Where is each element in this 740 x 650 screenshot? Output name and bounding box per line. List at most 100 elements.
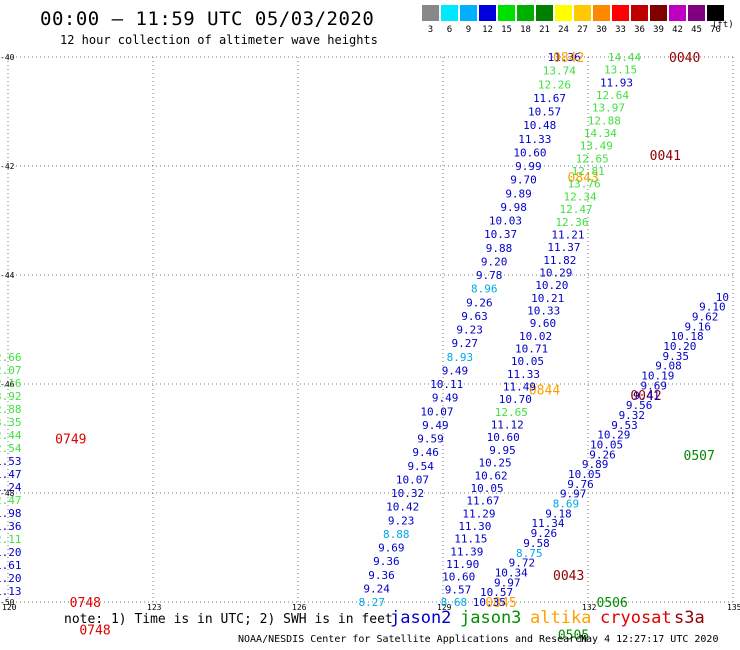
y-tick-label: -46 bbox=[0, 380, 15, 389]
scale-label: 42 bbox=[672, 25, 683, 35]
swh-value: 11.61 bbox=[0, 559, 22, 572]
swh-value: 9.49 bbox=[422, 419, 449, 432]
swh-value: 13.97 bbox=[592, 102, 625, 115]
swh-value: 10.29 bbox=[539, 266, 572, 279]
swh-value: 9.08 bbox=[655, 360, 682, 373]
swh-value: 9.46 bbox=[412, 446, 439, 459]
swh-value: 11.34 bbox=[531, 517, 564, 530]
swh-value: 12.88 bbox=[588, 114, 621, 127]
y-tick-label: -42 bbox=[0, 162, 15, 171]
swh-value: 11.90 bbox=[446, 558, 479, 571]
swh-value: 14.34 bbox=[584, 127, 617, 140]
scale-swatch bbox=[707, 5, 724, 21]
scale-label: 33 bbox=[615, 25, 626, 35]
swh-value: 12.36 bbox=[555, 216, 588, 229]
swh-value: 9.98 bbox=[500, 201, 527, 214]
swh-value: 9.53 bbox=[611, 419, 638, 432]
swh-value: 9.63 bbox=[461, 310, 488, 323]
swh-value: 9.62 bbox=[692, 310, 719, 323]
swh-value: 12.26 bbox=[538, 78, 571, 91]
swh-value: 10.60 bbox=[513, 146, 546, 159]
swh-value: 10.05 bbox=[568, 468, 601, 481]
swh-value: 10.33 bbox=[527, 304, 560, 317]
legend-cryosat: cryosat bbox=[600, 608, 672, 628]
time-label: 0748 bbox=[70, 596, 101, 611]
scale-swatch bbox=[460, 5, 477, 21]
time-label: 0042 bbox=[630, 389, 661, 404]
scale-swatch bbox=[574, 5, 591, 21]
swh-value: 10.07 bbox=[420, 405, 453, 418]
scale-swatch bbox=[650, 5, 667, 21]
swh-value: 9.23 bbox=[456, 324, 483, 337]
swh-value: 11.21 bbox=[551, 228, 584, 241]
swh-value: 9.89 bbox=[505, 187, 532, 200]
swh-value: 10.42 bbox=[386, 501, 419, 514]
legend-jason2: jason2 bbox=[390, 608, 452, 628]
swh-value: 13.49 bbox=[580, 140, 613, 153]
swh-value: 10.05 bbox=[511, 355, 544, 368]
scale-swatch bbox=[593, 5, 610, 21]
scale-label: 70 bbox=[710, 25, 721, 35]
scale-label: 21 bbox=[539, 25, 550, 35]
scale-label: 30 bbox=[596, 25, 607, 35]
swh-value: 10.57 bbox=[480, 586, 513, 599]
swh-value: 10.07 bbox=[396, 473, 429, 486]
time-label: 0506 bbox=[597, 596, 628, 611]
swh-value: 10.21 bbox=[531, 292, 564, 305]
swh-value: 10.18 bbox=[671, 330, 704, 343]
swh-value: 10.70 bbox=[499, 393, 532, 406]
swh-value: 12.07 bbox=[0, 364, 22, 377]
swh-value: 9.60 bbox=[530, 317, 557, 330]
swh-value: 11.15 bbox=[454, 533, 487, 546]
swh-value: 10.11 bbox=[430, 378, 463, 391]
swh-value: 11.13 bbox=[0, 585, 22, 598]
x-tick-label: 120 bbox=[2, 603, 17, 612]
swh-value: 9.97 bbox=[560, 488, 587, 501]
scale-swatch bbox=[517, 5, 534, 21]
swh-value: 11.36 bbox=[0, 520, 22, 533]
scale-label: 27 bbox=[577, 25, 588, 35]
swh-value: 11.67 bbox=[466, 495, 499, 508]
swh-value: 13.74 bbox=[543, 65, 576, 78]
swh-value: 12.65 bbox=[495, 406, 528, 419]
scale-label: 3 bbox=[427, 25, 434, 35]
swh-value: 10.20 bbox=[663, 340, 696, 353]
scale-swatch bbox=[479, 5, 496, 21]
scale-swatch bbox=[555, 5, 572, 21]
swh-value: 13.92 bbox=[0, 390, 22, 403]
time-label: 0842 bbox=[553, 51, 584, 66]
swh-value: 10.48 bbox=[523, 119, 556, 132]
swh-value: 9.99 bbox=[515, 160, 542, 173]
swh-value: 8.96 bbox=[471, 283, 498, 296]
swh-value: 11.30 bbox=[458, 520, 491, 533]
swh-value: 11.53 bbox=[0, 455, 22, 468]
x-tick-label: 135 bbox=[727, 603, 740, 612]
scale-unit: (ft) bbox=[712, 20, 734, 30]
swh-value: 9.36 bbox=[368, 569, 395, 582]
time-label: 0043 bbox=[553, 569, 584, 584]
swh-value: 11.47 bbox=[0, 468, 22, 481]
swh-value: 10.60 bbox=[487, 431, 520, 444]
time-label: 0749 bbox=[55, 433, 86, 448]
swh-value: 12.47 bbox=[559, 203, 592, 216]
x-tick-label: 123 bbox=[147, 603, 162, 612]
footer-note: note: 1) Time is in UTC; 2) SWH is in fe… bbox=[64, 612, 393, 627]
scale-swatch bbox=[422, 5, 439, 21]
swh-value: 11.67 bbox=[533, 92, 566, 105]
legend-s3a: s3a bbox=[674, 608, 705, 628]
scale-label: 9 bbox=[465, 25, 472, 35]
y-tick-label: -40 bbox=[0, 53, 15, 62]
swh-value: 11.93 bbox=[600, 76, 633, 89]
swh-value: 9.59 bbox=[417, 433, 444, 446]
swh-value: 9.27 bbox=[451, 337, 478, 350]
swh-value: 12.11 bbox=[0, 533, 22, 546]
page-subtitle: 12 hour collection of altimeter wave hei… bbox=[60, 33, 378, 47]
swh-value: 8.69 bbox=[553, 498, 580, 511]
footer-credit: NOAA/NESDIS Center for Satellite Applica… bbox=[238, 634, 588, 645]
swh-value: 11.24 bbox=[0, 481, 22, 494]
swh-value: 10.57 bbox=[528, 106, 561, 119]
x-tick-label: 126 bbox=[292, 603, 307, 612]
swh-value: 12.47 bbox=[0, 494, 22, 507]
swh-value: 11.36 bbox=[548, 51, 581, 64]
